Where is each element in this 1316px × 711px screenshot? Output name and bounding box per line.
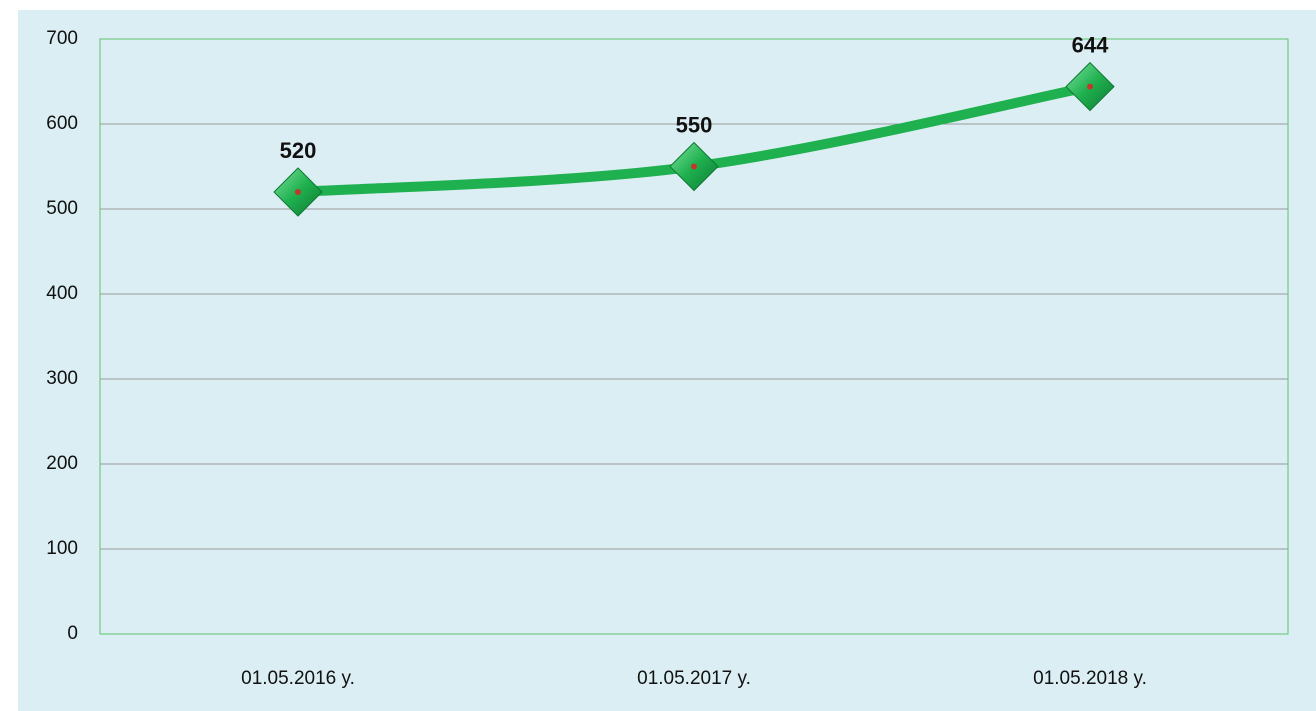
value-label: 644	[1072, 32, 1109, 57]
y-tick-label: 0	[67, 623, 78, 644]
y-tick-label: 400	[46, 283, 78, 304]
x-tick-label: 01.05.2018 y.	[1033, 668, 1147, 689]
y-tick-label: 200	[46, 453, 78, 474]
plot-border	[99, 38, 1289, 635]
value-label: 550	[676, 112, 713, 137]
chart-background	[18, 10, 1316, 711]
y-tick-label: 500	[46, 198, 78, 219]
value-label: 520	[280, 138, 317, 163]
x-tick-label: 01.05.2017 y.	[637, 668, 751, 689]
marker-dot	[1087, 83, 1093, 90]
marker-dot	[691, 163, 697, 170]
marker-dot	[295, 189, 301, 195]
y-tick-label: 700	[46, 28, 78, 49]
x-tick-label: 01.05.2016 y.	[241, 668, 355, 689]
y-tick-label: 600	[46, 113, 78, 134]
y-tick-label: 100	[46, 538, 78, 559]
y-tick-label: 300	[46, 368, 78, 389]
